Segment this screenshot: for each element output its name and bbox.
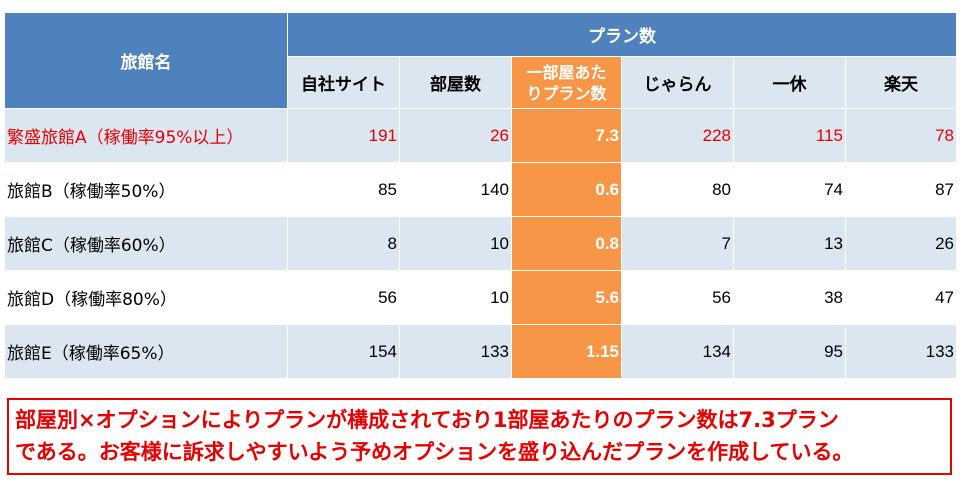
- table-row: 旅館E（稼働率65%） 154 133 1.15 134 95 133: [4, 324, 957, 379]
- ikyu-cell: 115: [733, 108, 846, 163]
- col-header-plans-per-room: 一部屋あた りプラン数: [511, 56, 622, 109]
- jalan-cell: 80: [621, 162, 734, 217]
- rakuten-cell: 26: [845, 216, 957, 271]
- rakuten-cell: 87: [845, 162, 957, 217]
- own-site-cell: 85: [287, 162, 400, 217]
- plans-per-room-cell: 7.3: [511, 108, 622, 163]
- ryokan-name-cell: 旅館B（稼働率50%）: [4, 162, 288, 217]
- ryokan-name-cell: 旅館C（稼働率60%）: [4, 216, 288, 271]
- ryokan-name-header: 旅館名: [4, 12, 288, 109]
- rooms-cell: 140: [399, 162, 512, 217]
- summary-note-line-2: である。お客様に訴求しやすいよう予めオプションを盛り込んだプランを作成している。: [15, 440, 854, 464]
- summary-note-box: 部屋別×オプションによりプランが構成されており1部屋あたりのプラン数は7.3プラ…: [7, 398, 952, 475]
- plans-per-room-cell: 5.6: [511, 270, 622, 325]
- plan-count-table: 旅館名 プラン数 自社サイト 部屋数 一部屋あた りプラン数 じゃらん 一休 楽…: [4, 12, 957, 379]
- ikyu-cell: 13: [733, 216, 846, 271]
- plans-per-room-cell: 0.8: [511, 216, 622, 271]
- ikyu-cell: 38: [733, 270, 846, 325]
- col-header-rooms: 部屋数: [399, 56, 512, 109]
- col-header-own-site: 自社サイト: [287, 56, 400, 109]
- own-site-cell: 154: [287, 324, 400, 379]
- ryokan-name-cell: 繁盛旅館A（稼働率95%以上）: [4, 108, 288, 163]
- col-header-rakuten: 楽天: [845, 56, 957, 109]
- rakuten-cell: 47: [845, 270, 957, 325]
- table-row: 旅館B（稼働率50%） 85 140 0.6 80 74 87: [4, 162, 957, 217]
- col-header-ikyu: 一休: [733, 56, 846, 109]
- plans-per-room-cell: 1.15: [511, 324, 622, 379]
- summary-note-line-1: 部屋別×オプションによりプランが構成されており1部屋あたりのプラン数は7.3プラ…: [15, 408, 839, 432]
- rooms-cell: 26: [399, 108, 512, 163]
- ryokan-name-cell: 旅館E（稼働率65%）: [4, 324, 288, 379]
- col-header-plans-per-room-line1: 一部屋あた: [526, 62, 607, 82]
- rooms-cell: 133: [399, 324, 512, 379]
- ryokan-name-cell: 旅館D（稼働率80%）: [4, 270, 288, 325]
- col-header-jalan: じゃらん: [621, 56, 734, 109]
- plan-count-header: プラン数: [287, 12, 957, 57]
- col-header-plans-per-room-line2: りプラン数: [526, 83, 607, 103]
- rakuten-cell: 133: [845, 324, 957, 379]
- ikyu-cell: 74: [733, 162, 846, 217]
- table-row: 繁盛旅館A（稼働率95%以上） 191 26 7.3 228 115 78: [4, 108, 957, 163]
- rakuten-cell: 78: [845, 108, 957, 163]
- plans-per-room-cell: 0.6: [511, 162, 622, 217]
- own-site-cell: 8: [287, 216, 400, 271]
- own-site-cell: 56: [287, 270, 400, 325]
- jalan-cell: 7: [621, 216, 734, 271]
- table-row: 旅館D（稼働率80%） 56 10 5.6 56 38 47: [4, 270, 957, 325]
- rooms-cell: 10: [399, 216, 512, 271]
- jalan-cell: 56: [621, 270, 734, 325]
- jalan-cell: 228: [621, 108, 734, 163]
- own-site-cell: 191: [287, 108, 400, 163]
- rooms-cell: 10: [399, 270, 512, 325]
- table-row: 旅館C（稼働率60%） 8 10 0.8 7 13 26: [4, 216, 957, 271]
- ikyu-cell: 95: [733, 324, 846, 379]
- jalan-cell: 134: [621, 324, 734, 379]
